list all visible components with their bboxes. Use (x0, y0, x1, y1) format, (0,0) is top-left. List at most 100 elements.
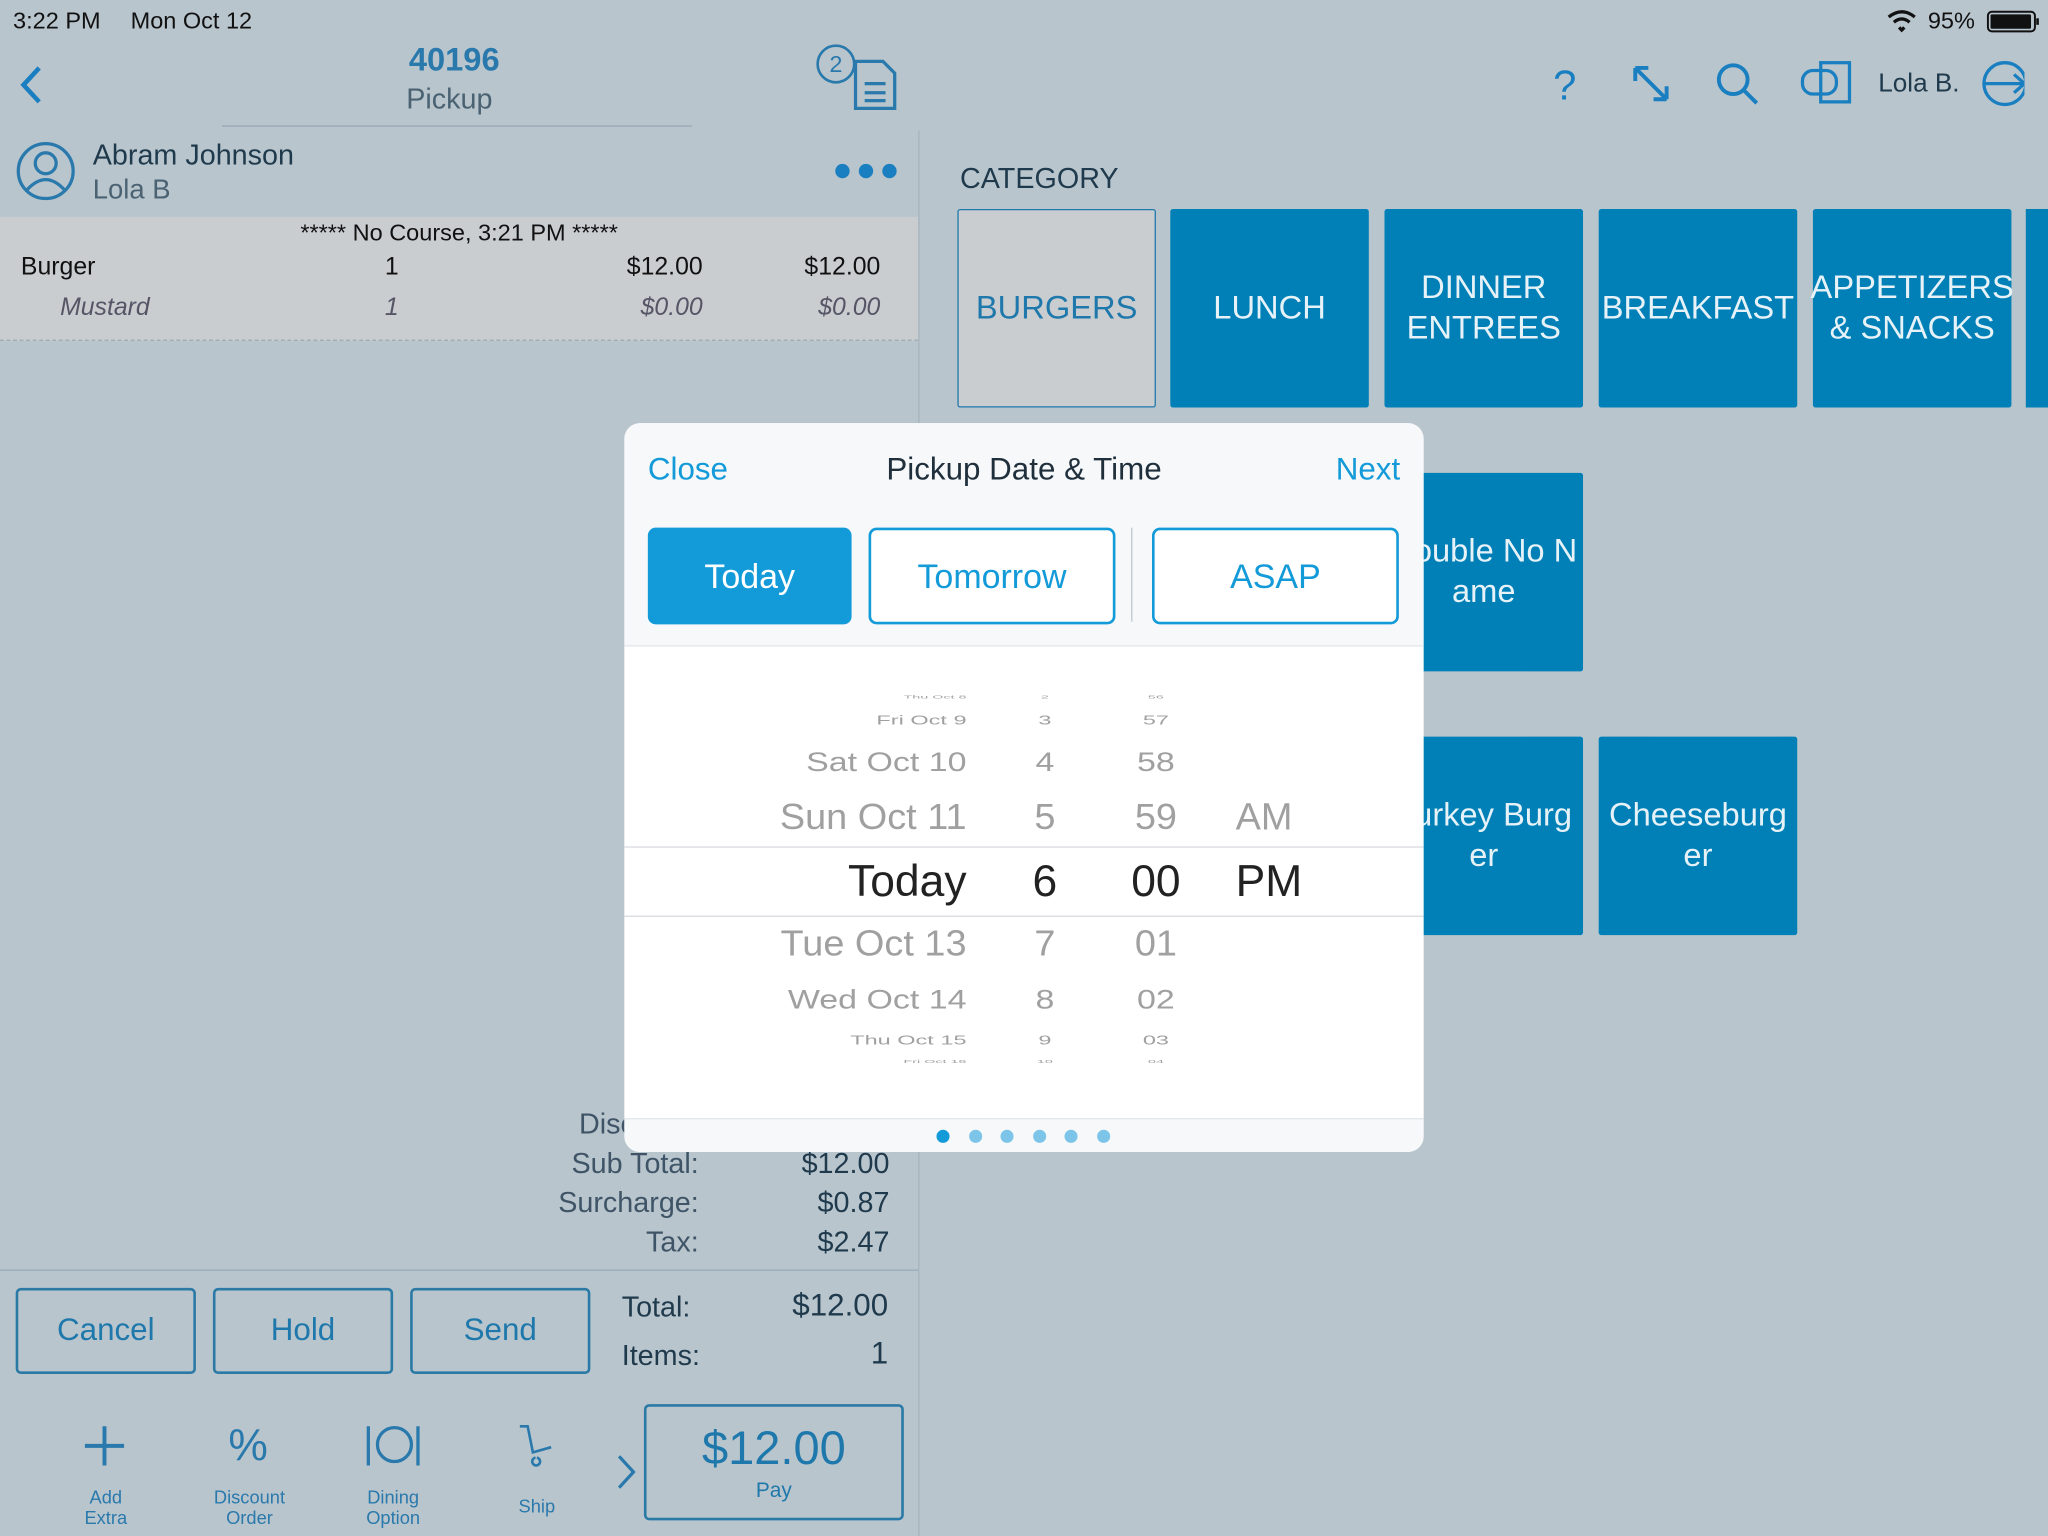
pay-amount: $12.00 (701, 1421, 846, 1475)
category-tile[interactable]: APPETIZERS & SNACKS (1811, 208, 2014, 408)
item-qty: 1 (384, 253, 399, 281)
picker-hour[interactable]: 3 (1038, 713, 1052, 728)
picker-ampm[interactable]: PM (1235, 856, 1303, 907)
picker-date[interactable]: Fri Oct 16 (903, 1060, 967, 1065)
customer-icon[interactable] (16, 141, 79, 204)
status-date: Mon Oct 12 (130, 7, 253, 34)
action-button[interactable]: Hold (212, 1287, 394, 1375)
picker-hour[interactable]: 9 (1038, 1033, 1052, 1048)
divider (0, 1269, 919, 1271)
picker-minute[interactable]: 02 (1137, 984, 1175, 1016)
picker-date[interactable]: Wed Oct 14 (787, 984, 967, 1016)
date-option[interactable]: ASAP (1151, 527, 1399, 625)
action-button[interactable]: Cancel (15, 1287, 196, 1375)
category-tile[interactable]: BREAKFAST (1598, 208, 1798, 408)
total-row-label: Tax: (646, 1225, 699, 1258)
customer-name: Abram Johnson (92, 138, 294, 172)
total-row-label: Surcharge: (558, 1185, 699, 1219)
user-name: Lola B. (1878, 69, 1960, 98)
tickets-icon[interactable] (852, 57, 899, 112)
header-icons[interactable]: ? (1541, 57, 2025, 109)
picker-minute[interactable]: 01 (1134, 923, 1177, 964)
item-total: $0.00 (818, 293, 881, 322)
picker-minute[interactable]: 04 (1147, 1060, 1164, 1065)
item-qty: 1 (384, 293, 399, 322)
svg-text:?: ? (1553, 61, 1576, 108)
date-option[interactable]: Today (647, 527, 852, 625)
total-row-label: Sub Total: (571, 1146, 699, 1180)
picker-hour[interactable]: 8 (1035, 984, 1055, 1016)
modal: Close Pickup Date & Time Next Today Tomor… (624, 423, 1424, 1152)
toolbar-icons: % (84, 1421, 552, 1470)
picker-minute[interactable]: 03 (1142, 1033, 1169, 1048)
close-button[interactable]: Close (647, 451, 728, 488)
page-dots (936, 1129, 1111, 1143)
total-value: $12.00 (792, 1287, 889, 1324)
date-option[interactable]: Tomorrow (868, 527, 1116, 625)
picker-ampm[interactable]: AM (1235, 796, 1293, 839)
picker-hour[interactable]: 7 (1034, 923, 1056, 964)
item-name: Burger (20, 253, 96, 281)
svg-text:%: % (228, 1421, 267, 1470)
back-button[interactable] (13, 63, 52, 107)
picker-hour[interactable]: 10 (1036, 1060, 1053, 1065)
item-name: Mustard (60, 293, 150, 322)
picker-minute[interactable]: 58 (1137, 746, 1175, 778)
picker-date[interactable]: Sun Oct 11 (779, 797, 967, 837)
picker-date[interactable]: Sat Oct 10 (806, 746, 967, 778)
menu-item-tile[interactable]: Cheeseburger (1598, 736, 1798, 936)
picker-hour[interactable]: 5 (1034, 797, 1056, 837)
category-label: CATEGORY (959, 161, 1119, 195)
pay-button[interactable] (643, 1404, 904, 1521)
status-icons (1887, 10, 2039, 33)
total-label: Total: (621, 1290, 691, 1324)
total-row-value: $12.00 (801, 1146, 890, 1180)
chevron[interactable] (614, 1452, 640, 1491)
picker-hour[interactable]: 4 (1035, 746, 1055, 778)
divider (1131, 527, 1133, 622)
next-button[interactable]: Next (1335, 451, 1401, 488)
status-time: 3:22 PM (13, 7, 101, 34)
category-tile[interactable]: BURGERS (957, 208, 1156, 408)
toolbar-button[interactable]: Dining Option (366, 1486, 421, 1529)
items-value: 1 (870, 1336, 889, 1372)
toolbar-button[interactable]: Ship (518, 1495, 556, 1517)
order-type: Pickup (406, 82, 493, 115)
item-total: $12.00 (804, 253, 881, 281)
badge[interactable]: 2 (816, 44, 856, 84)
picker-hour[interactable]: 2 (1040, 695, 1049, 701)
picker-date[interactable]: Tue Oct 13 (780, 923, 967, 964)
picker-date[interactable]: Fri Oct 9 (876, 713, 967, 728)
modal-title: Pickup Date & Time (886, 451, 1162, 488)
total-row-value: $2.47 (817, 1225, 890, 1258)
item-price: $12.00 (626, 253, 703, 281)
category-tile[interactable]: LUNCH (1170, 208, 1369, 408)
modal-footer (624, 1118, 1424, 1152)
picker-minute[interactable]: 00 (1131, 856, 1181, 906)
item-price: $0.00 (640, 293, 703, 322)
category-tile[interactable]: DINNER ENTREES (1384, 208, 1584, 408)
customer-server: Lola B (92, 175, 171, 206)
pay-label: Pay (755, 1479, 792, 1503)
toolbar-button[interactable]: Add Extra (84, 1486, 128, 1529)
picker-date[interactable]: Thu Oct 15 (850, 1033, 967, 1048)
total-row-value: $0.87 (817, 1185, 890, 1219)
tile-overflow (2025, 208, 2048, 408)
order-number: 40196 (408, 41, 500, 79)
picker-date[interactable]: Thu Oct 8 (903, 695, 967, 701)
more-button[interactable] (833, 162, 898, 180)
picker-minute[interactable]: 59 (1134, 797, 1177, 837)
items-label: Items: (621, 1338, 700, 1372)
picker-minute[interactable]: 57 (1142, 713, 1169, 728)
divider (222, 125, 693, 127)
battery: 95% (1927, 7, 1975, 34)
picker-selection (624, 846, 1424, 917)
picker-minute[interactable]: 56 (1147, 695, 1164, 701)
course-header: ***** No Course, 3:21 PM ***** (300, 219, 618, 246)
order-list (0, 216, 919, 341)
picker-date[interactable]: Today (848, 856, 967, 906)
picker-hour[interactable]: 6 (1032, 856, 1058, 906)
toolbar-button[interactable]: Discount Order (213, 1486, 286, 1529)
action-button[interactable]: Send (410, 1287, 591, 1375)
